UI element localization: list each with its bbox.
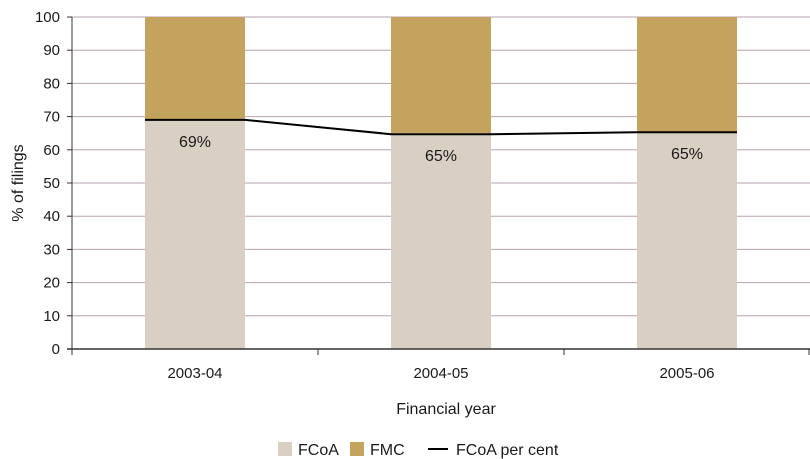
- y-tick-label-90: 90: [43, 42, 60, 59]
- x-tick-label-2003-04: 2003-04: [167, 365, 222, 382]
- x-tick-label-2004-05: 2004-05: [413, 365, 468, 382]
- y-tick-label-30: 30: [43, 241, 60, 258]
- y-tick-label-0: 0: [52, 341, 60, 358]
- data-label-2003-04: 69%: [179, 134, 211, 151]
- legend-swatch-fcoa: [278, 442, 292, 456]
- data-label-2005-06: 65%: [671, 146, 703, 163]
- bar-fmc-2005-06: [637, 17, 737, 134]
- axes: [67, 16, 810, 355]
- x-tick-labels: 2003-04 2004-05 2005-06: [167, 365, 714, 382]
- y-tick-label-10: 10: [43, 308, 60, 325]
- y-tick-labels: 0 10 20 30 40 50 60 70 80 90 100: [35, 9, 60, 358]
- y-tick-label-70: 70: [43, 109, 60, 126]
- bar-fmc-2003-04: [145, 17, 245, 120]
- legend-label-fmc: FMC: [370, 442, 405, 459]
- bar-fcoa-2004-05: [391, 133, 491, 349]
- legend-swatch-fmc: [350, 442, 364, 456]
- y-tick-label-20: 20: [43, 275, 60, 292]
- x-axis-title: Financial year: [396, 401, 496, 418]
- y-axis-title: % of filings: [10, 144, 27, 221]
- legend: FCoA FMC FCoA per cent: [278, 442, 559, 459]
- series-line-fcoa-per-cent: [145, 118, 737, 136]
- data-labels: 69% 65% 65%: [179, 134, 703, 165]
- legend-label-fcoa: FCoA: [298, 442, 339, 459]
- bar-fcoa-2003-04: [145, 119, 245, 349]
- y-tick-label-80: 80: [43, 75, 60, 92]
- bars: [145, 17, 737, 349]
- y-tick-label-50: 50: [43, 175, 60, 192]
- legend-label-fcoa-per-cent: FCoA per cent: [456, 442, 559, 459]
- bar-fmc-2004-05: [391, 17, 491, 134]
- series-line-group: [145, 118, 737, 136]
- y-tick-label-60: 60: [43, 142, 60, 159]
- x-tick-label-2005-06: 2005-06: [659, 365, 714, 382]
- data-label-2004-05: 65%: [425, 148, 457, 165]
- y-tick-label-100: 100: [35, 9, 60, 26]
- bar-fcoa-2005-06: [637, 133, 737, 349]
- y-tick-label-40: 40: [43, 208, 60, 225]
